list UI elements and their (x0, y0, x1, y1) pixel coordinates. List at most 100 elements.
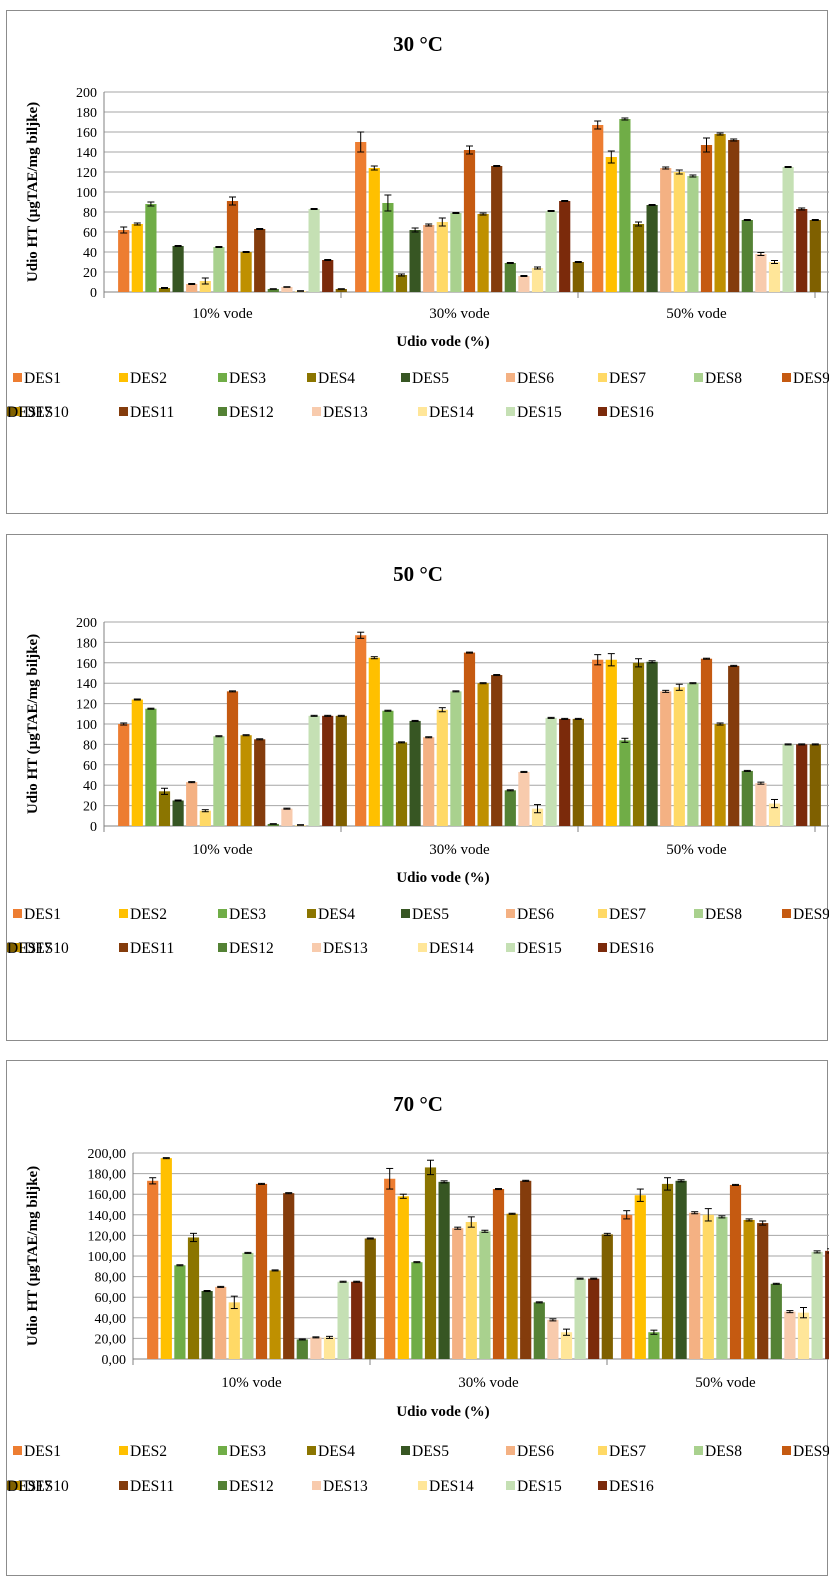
bar (269, 1270, 281, 1359)
bar (560, 1332, 573, 1359)
x-tick-label: 50% vode (666, 842, 727, 858)
bar (308, 715, 320, 826)
bar (215, 1286, 227, 1359)
y-tick-label: 60 (83, 226, 97, 241)
bar (491, 675, 503, 826)
legend-swatch (7, 1481, 16, 1490)
bar (158, 288, 171, 292)
bar (463, 150, 476, 292)
legend-label: DES7 (609, 1443, 646, 1460)
legend-label: DES9 (793, 370, 829, 387)
bar (438, 1181, 450, 1359)
bar (518, 771, 530, 826)
bar (728, 140, 740, 292)
bar (796, 744, 808, 826)
bar (825, 1250, 829, 1359)
bar (646, 205, 658, 292)
bar (755, 783, 767, 826)
bar (784, 1311, 796, 1359)
legend-label: DES14 (429, 940, 474, 957)
legend-swatch (312, 943, 321, 952)
legend-label: DES8 (705, 1443, 742, 1460)
bar (323, 1337, 336, 1359)
legend-swatch (13, 407, 22, 416)
legend-label: DES11 (130, 404, 174, 421)
chart-svg-70c: 70 °C 0,00 20,00 40,00 60,00 80,00 100,00 120,0… (7, 1092, 829, 1495)
bar (355, 635, 367, 826)
x-tick-label: 10% vode (221, 1375, 282, 1391)
bar (768, 262, 781, 292)
legend-swatch (598, 909, 607, 918)
y-tick-label: 200 (76, 86, 97, 101)
bar (716, 1216, 728, 1359)
legend-label: DES16 (609, 404, 654, 421)
bar (559, 201, 571, 292)
bar (296, 1339, 308, 1359)
legend-label: DES17 (7, 404, 52, 421)
bar (255, 1183, 268, 1359)
bar (423, 225, 435, 292)
bar (504, 263, 516, 292)
bar (574, 1278, 586, 1359)
bar (741, 770, 753, 826)
bar (172, 800, 184, 826)
bar (477, 683, 489, 826)
bar (714, 134, 726, 292)
bar (147, 1180, 159, 1359)
chart-panel-50c: 50 °C 0 20 40 60 80 100 120 140 160 180 200 10% vode… (6, 534, 829, 1041)
legend-label: DES3 (229, 906, 266, 923)
bar (335, 289, 347, 292)
bar (588, 1278, 600, 1359)
legend-swatch (7, 943, 16, 952)
bar (601, 1234, 613, 1359)
y-tick-label: 200 (76, 616, 97, 631)
bar (382, 710, 394, 826)
bar (634, 1195, 646, 1359)
bar (605, 157, 617, 292)
bar (700, 658, 713, 826)
legend-swatch (598, 943, 607, 952)
bar (213, 247, 225, 292)
legend-label: DES15 (517, 1478, 562, 1495)
bar (395, 742, 408, 826)
y-tick-label: 0 (90, 820, 97, 835)
bar (145, 708, 157, 826)
bar (687, 683, 699, 826)
bar (809, 220, 821, 292)
bar (436, 222, 448, 292)
bar (160, 1158, 172, 1359)
legend-swatch (218, 909, 227, 918)
bar (702, 1214, 714, 1359)
y-tick-label: 0,00 (102, 1353, 127, 1368)
bar (782, 167, 794, 292)
bar (646, 661, 658, 826)
bar (242, 1252, 254, 1359)
legend-label: DES2 (130, 906, 167, 923)
legend-swatch (13, 943, 22, 952)
y-tick-label: 40 (83, 246, 97, 261)
bar (240, 735, 252, 826)
bar (335, 715, 347, 826)
legend-swatch (598, 1446, 607, 1455)
bar (572, 262, 584, 292)
bar (632, 662, 645, 826)
legend-swatch (598, 1481, 607, 1490)
legend-swatch (13, 373, 22, 382)
legend-swatch (218, 943, 227, 952)
y-tick-label: 140,00 (88, 1209, 127, 1224)
bar (368, 657, 380, 826)
bar (283, 1193, 295, 1359)
bar (572, 718, 584, 826)
legend-label: DES6 (517, 370, 554, 387)
y-tick-label: 160 (76, 126, 97, 141)
bar (254, 229, 266, 292)
legend-label: DES4 (318, 1443, 355, 1460)
bar (158, 791, 171, 826)
legend-swatch (218, 1481, 227, 1490)
legend-swatch (13, 1481, 22, 1490)
legend-label: DES15 (517, 940, 562, 957)
legend-swatch (119, 943, 128, 952)
bar (797, 1312, 810, 1359)
legend-swatch (782, 1446, 791, 1455)
y-tick-label: 60,00 (95, 1291, 127, 1306)
